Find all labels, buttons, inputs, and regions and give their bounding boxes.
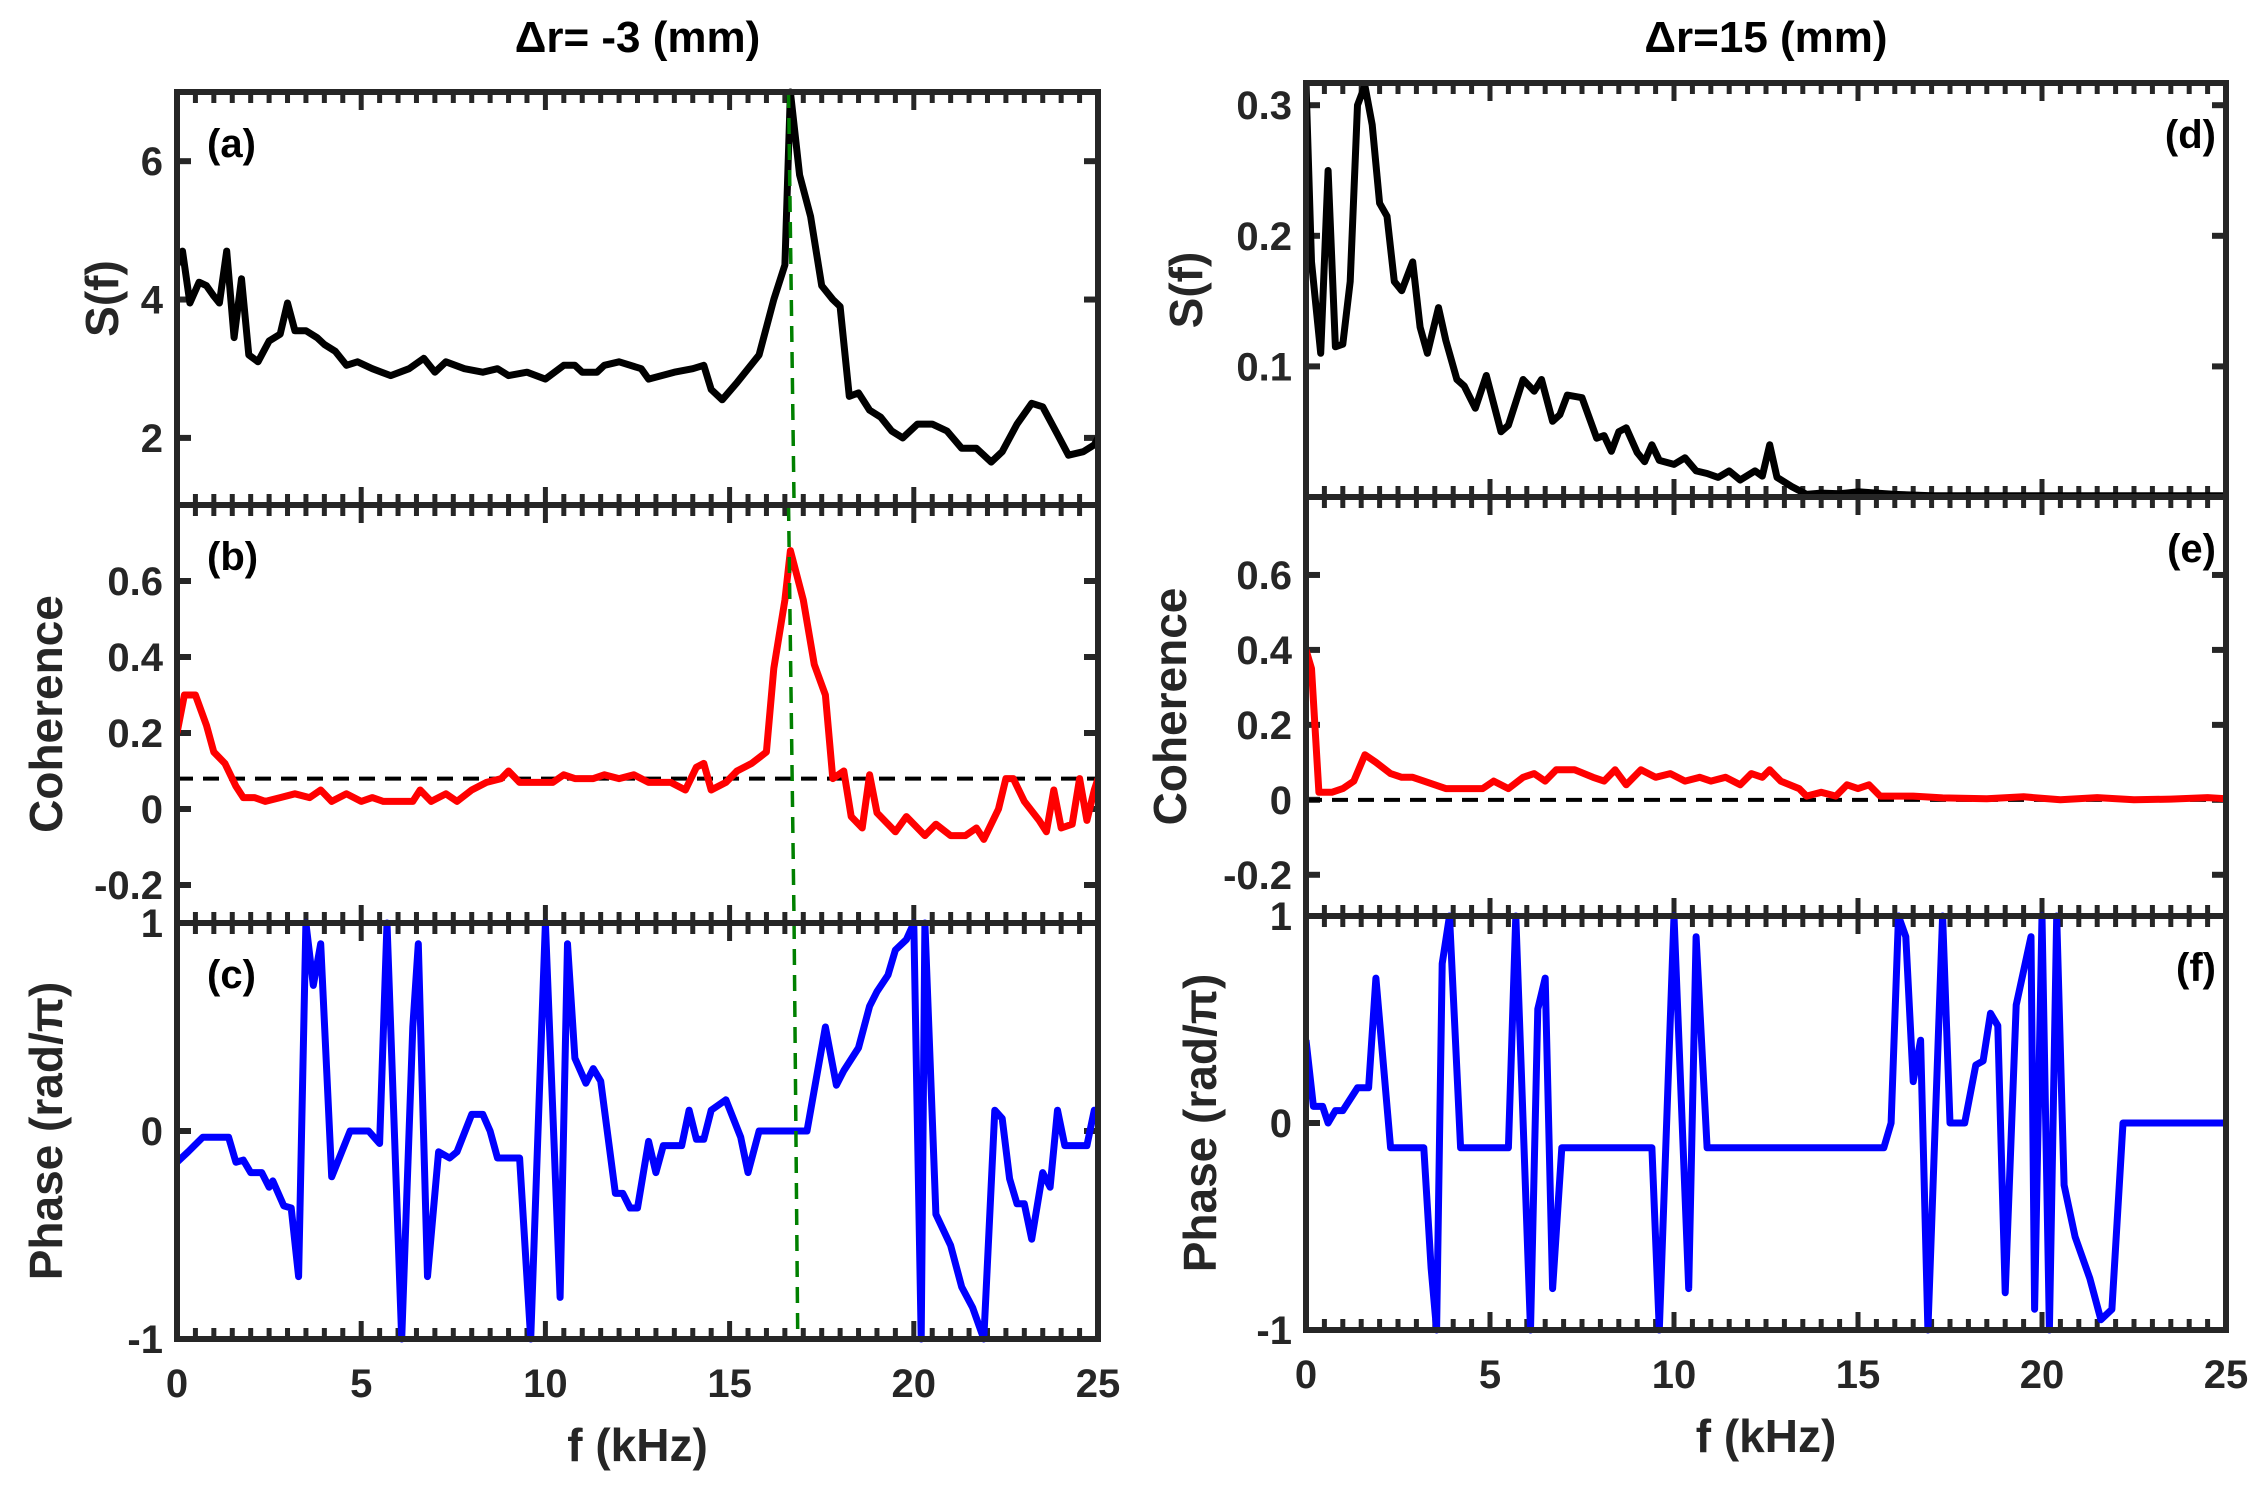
panel-label: (d): [2165, 113, 2216, 157]
y-tick-label: 1: [1270, 895, 1292, 939]
y-tick-label: 0.6: [107, 560, 163, 604]
x-axis-label: f (kHz): [567, 1419, 708, 1471]
x-tick-label: 10: [523, 1362, 568, 1406]
y-tick-label: 4: [141, 279, 164, 323]
y-tick-label: -1: [1256, 1309, 1292, 1353]
y-tick-label: 0.2: [1236, 704, 1292, 748]
y-tick-label: 0.3: [1236, 84, 1292, 128]
y-axis-label: Coherence: [20, 595, 72, 833]
y-tick-label: 0: [1270, 1102, 1292, 1146]
y-axis-label: Phase (rad/π): [1174, 974, 1226, 1273]
y-tick-label: 0.4: [1236, 629, 1292, 673]
y-tick-label: 0.4: [107, 636, 163, 680]
y-axis-label: S(f): [1160, 252, 1212, 329]
axes-box: [174, 920, 1101, 1342]
x-tick-label: 15: [1836, 1353, 1881, 1397]
x-tick-label: 25: [2204, 1353, 2249, 1397]
y-tick-label: 0.2: [107, 712, 163, 756]
panel-e: -0.2 0 0.2 0.4 0.6 Coherence (e): [1144, 494, 2229, 919]
y-tick-label: 0: [1270, 779, 1292, 823]
peak-marker-line: [792, 922, 800, 1340]
peak-marker-line: [786, 91, 796, 506]
series-line-d: [1306, 82, 2226, 500]
y-axis-label: S(f): [76, 260, 128, 337]
series-line-c: [177, 919, 1098, 1343]
y-tick-label: -0.2: [94, 864, 163, 908]
panel-d: 0.1 0.2 0.3 S(f) (d) Δr=15 (mm): [1160, 13, 2229, 500]
x-tick-label: 15: [707, 1362, 752, 1406]
peak-marker-line: [786, 504, 796, 924]
y-tick-label: 0.1: [1236, 345, 1292, 389]
series-line-b: [177, 547, 1098, 843]
y-tick-label: 2: [141, 417, 163, 461]
y-tick-label: 6: [141, 140, 163, 184]
y-tick-label: 0: [141, 1110, 163, 1154]
panel-label: (e): [2167, 527, 2216, 571]
column-title: Δr= -3 (mm): [515, 13, 761, 62]
series-line-e: [1306, 648, 2226, 804]
panel-label: (c): [207, 953, 256, 997]
x-tick-label: 5: [350, 1362, 372, 1406]
y-tick-label: 1: [141, 902, 163, 946]
column-title: Δr=15 (mm): [1644, 13, 1887, 62]
x-tick-label: 25: [1076, 1362, 1121, 1406]
y-tick-label: 0.2: [1236, 215, 1292, 259]
x-axis-label: f (kHz): [1696, 1410, 1837, 1462]
axes-box: [174, 502, 1101, 926]
y-tick-label: -1: [127, 1318, 163, 1362]
axes-box: [1303, 80, 2229, 500]
x-tick-label: 5: [1479, 1353, 1501, 1397]
y-tick-label: 0.6: [1236, 554, 1292, 598]
panel-label: (f): [2176, 946, 2216, 990]
y-axis-label: Coherence: [1144, 588, 1196, 826]
y-axis-label: Phase (rad/π): [20, 982, 72, 1281]
panel-label: (a): [207, 122, 256, 166]
panel-label: (b): [207, 535, 258, 579]
axes-box: [1303, 913, 2229, 1333]
x-tick-label: 20: [2020, 1353, 2065, 1397]
x-tick-label: 10: [1652, 1353, 1697, 1397]
panel-b: -0.2 0 0.2 0.4 0.6 Coherence (b): [20, 502, 1101, 926]
x-tick-label: 20: [892, 1362, 937, 1406]
y-tick-label: -0.2: [1223, 854, 1292, 898]
panel-a: 2 4 6 S(f) (a) Δr= -3 (mm): [76, 13, 1101, 508]
y-tick-label: 0: [141, 788, 163, 832]
axes-box: [1303, 494, 2229, 919]
series-line-a: [177, 88, 1098, 466]
x-tick-label: 0: [166, 1362, 188, 1406]
x-tick-label: 0: [1295, 1353, 1317, 1397]
series-line-f: [1306, 912, 2226, 1334]
